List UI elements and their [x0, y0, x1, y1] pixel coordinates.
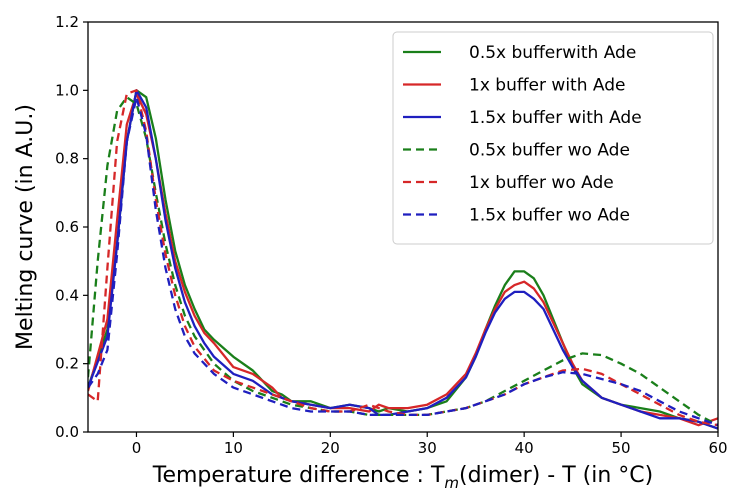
x-tick-label: 20: [321, 439, 340, 457]
x-tick-label: 30: [418, 439, 437, 457]
y-tick-label: 0.2: [55, 355, 79, 373]
x-tick-label: 0: [132, 439, 142, 457]
legend-items: 0.5x bufferwith Ade 1x buffer with Ade 1.5…: [403, 43, 642, 226]
y-tick-label: 0.4: [55, 286, 79, 304]
legend-label: 1.5x buffer wo Ade: [469, 206, 630, 226]
y-tick-label: 0.6: [55, 218, 79, 236]
x-tick-label: 10: [224, 439, 243, 457]
legend-label: 1.5x buffer with Ade: [469, 108, 642, 128]
x-tick-label: 50: [612, 439, 631, 457]
y-tick-label: 0.0: [55, 423, 79, 441]
legend-label: 0.5x buffer wo Ade: [469, 141, 630, 161]
ticks-layer: 0 10 20 30 40 50 60 0.0 0.2 0.4 0.6 0.8 1.0 1.2: [55, 13, 727, 457]
y-axis-label: Melting curve (in A.U.): [13, 104, 38, 350]
series-layer: [88, 89, 718, 430]
x-axis-label-subscript: m: [444, 474, 459, 492]
x-tick-label: 60: [708, 439, 727, 457]
y-tick-label: 1.0: [55, 81, 79, 99]
legend-label: 1x buffer with Ade: [469, 76, 625, 96]
legend-label: 1x buffer wo Ade: [469, 173, 614, 193]
series-line-6: [88, 96, 718, 427]
x-axis-label-rest: (dimer) - T (in °C): [459, 463, 653, 488]
legend-label: 0.5x bufferwith Ade: [469, 43, 636, 63]
x-tick-label: 40: [515, 439, 534, 457]
x-axis-label: Temperature difference : Tm(dimer) - T (…: [152, 463, 653, 492]
legend-box: [392, 31, 714, 245]
x-axis-label-main: Temperature difference : T: [152, 463, 445, 488]
y-tick-label: 0.8: [55, 150, 79, 168]
y-tick-label: 1.2: [55, 13, 79, 31]
legend: 0.5x bufferwith Ade 1x buffer with Ade 1.5…: [392, 31, 714, 245]
